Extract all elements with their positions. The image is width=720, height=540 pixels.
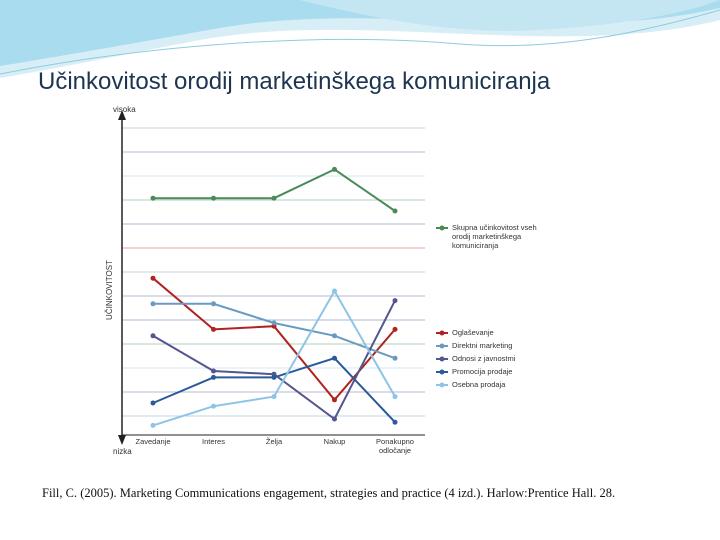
series-line	[152, 300, 396, 421]
data-point	[211, 195, 216, 201]
legend-marker	[439, 356, 445, 362]
data-point	[332, 416, 337, 422]
data-point	[211, 368, 216, 374]
legend-marker	[439, 225, 445, 231]
data-point	[271, 374, 277, 380]
y-arrow	[118, 110, 126, 120]
series-line	[153, 302, 396, 360]
data-point	[332, 397, 337, 403]
data-point	[392, 419, 398, 425]
legend-label: Promocija prodaje	[452, 367, 513, 376]
data-point	[392, 208, 398, 214]
data-point	[392, 326, 398, 332]
data-point	[271, 320, 277, 326]
data-point	[150, 400, 156, 406]
data-point	[211, 301, 216, 307]
data-point	[211, 326, 216, 332]
data-point	[332, 166, 337, 172]
data-point	[392, 298, 398, 304]
legend-label: Oglaševanje	[452, 328, 494, 337]
data-point	[211, 374, 216, 380]
slide-title: Učinkovitost orodij marketinškega komuni…	[38, 68, 551, 95]
wave	[300, 0, 720, 31]
legend-marker	[439, 330, 445, 336]
data-point	[150, 333, 156, 339]
legend-label: Skupna učinkovitost vseh orodij marketin…	[452, 223, 537, 250]
legend-label: Odnosi z javnostmi	[452, 354, 516, 363]
series-line	[152, 277, 396, 402]
data-point	[332, 333, 337, 339]
x-tick-label: Interes	[202, 437, 225, 446]
series-line	[152, 288, 396, 427]
legend-label: Osebna prodaja	[452, 380, 506, 389]
y-top-label: visoka	[113, 105, 136, 114]
legend-marker	[439, 369, 445, 375]
legend-marker	[439, 343, 445, 349]
x-tick-label: Nakup	[323, 437, 346, 446]
y-arrow	[118, 435, 126, 445]
legend-label: Direktni marketing	[452, 341, 513, 350]
data-point	[150, 422, 156, 428]
data-point	[332, 355, 337, 361]
data-point	[150, 301, 156, 307]
data-point	[150, 195, 156, 201]
data-point	[392, 394, 398, 400]
legend-marker	[439, 382, 445, 388]
data-point	[150, 275, 156, 281]
y-axis-label: UČINKOVITOST	[105, 260, 114, 320]
data-point	[271, 195, 277, 201]
x-tick-label: Zavedanje	[135, 437, 171, 446]
data-point	[392, 355, 398, 361]
data-point	[332, 288, 337, 294]
data-point	[271, 394, 277, 400]
x-tick-label: Ponakupno odločanje	[376, 437, 414, 455]
data-point	[211, 403, 216, 409]
wave-line	[0, 9, 720, 75]
y-bottom-label: nizka	[113, 447, 132, 456]
citation: Fill, C. (2005). Marketing Communication…	[42, 486, 616, 500]
x-tick-label: Želja	[265, 437, 283, 446]
